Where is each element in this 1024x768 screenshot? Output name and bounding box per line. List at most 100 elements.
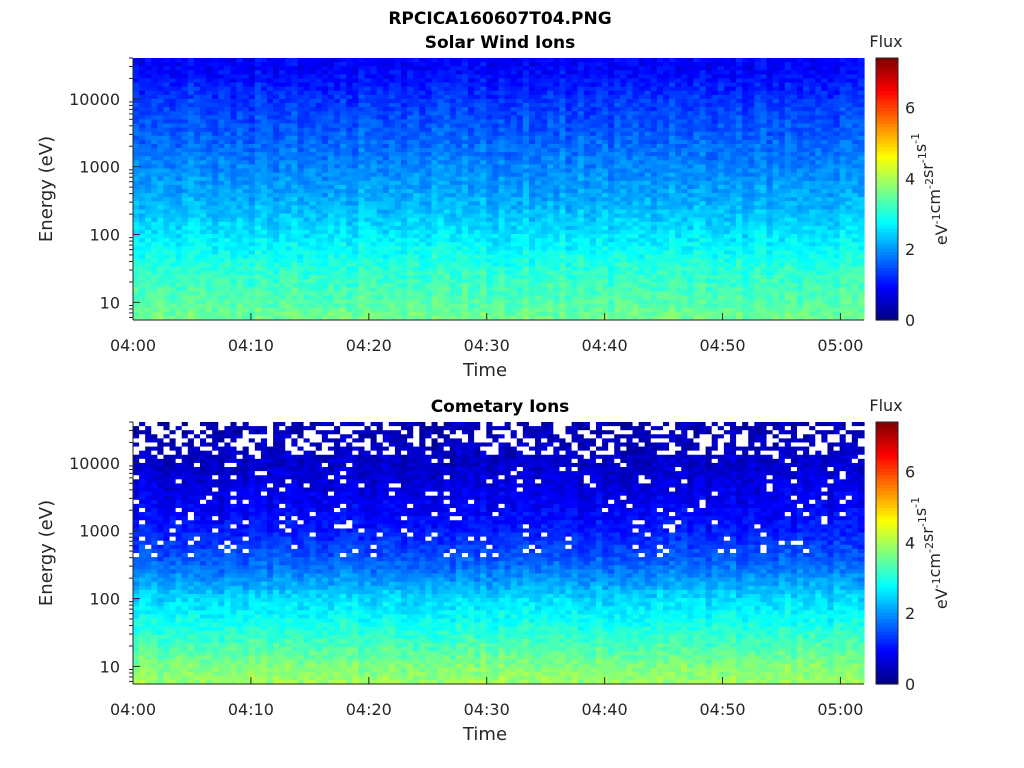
heatmap-cell <box>516 262 524 268</box>
heatmap-cell <box>230 148 238 153</box>
heatmap-cell <box>267 213 274 219</box>
heatmap-cell <box>224 189 232 194</box>
heatmap-cell <box>547 307 554 313</box>
heatmap-cell <box>419 103 426 108</box>
heatmap-cell <box>254 62 262 67</box>
heatmap-cell <box>382 168 390 174</box>
heatmap-cell <box>449 213 457 219</box>
heatmap-cell <box>407 98 414 104</box>
heatmap-cell <box>327 266 335 272</box>
heatmap-cell <box>522 74 530 80</box>
heatmap-cell <box>468 246 475 251</box>
heatmap-cell <box>224 209 232 215</box>
heatmap-cell <box>437 160 445 166</box>
heatmap-cell <box>589 287 597 292</box>
heatmap-cell <box>145 295 152 301</box>
heatmap-cell <box>139 234 146 239</box>
heatmap-cell <box>260 131 268 137</box>
heatmap-cell <box>218 135 225 141</box>
heatmap-cell <box>297 168 305 174</box>
heatmap-cell <box>273 189 280 194</box>
heatmap-cell <box>455 234 463 239</box>
heatmap-cell <box>218 58 225 63</box>
heatmap-cell <box>358 266 366 272</box>
heatmap-cell <box>370 189 378 194</box>
heatmap-cell <box>321 164 329 170</box>
heatmap-cell <box>449 291 457 297</box>
heatmap-cell <box>589 197 597 202</box>
heatmap-cell <box>437 274 445 280</box>
heatmap-cell <box>340 62 347 67</box>
heatmap-cell <box>224 86 232 92</box>
heatmap-cell <box>218 86 225 92</box>
heatmap-cell <box>449 143 457 149</box>
heatmap-cell <box>474 180 481 186</box>
heatmap-cell <box>547 152 554 157</box>
heatmap-cell <box>133 258 140 264</box>
heatmap-cell <box>553 164 561 170</box>
heatmap-cell <box>260 246 268 251</box>
heatmap-cell <box>401 213 408 219</box>
heatmap-cell <box>443 209 451 215</box>
heatmap-cell <box>169 90 177 96</box>
heatmap-cell <box>303 242 311 247</box>
heatmap-cell <box>595 143 603 149</box>
heatmap-cell <box>346 238 353 243</box>
heatmap-cell <box>498 287 506 292</box>
heatmap-cell <box>157 148 165 153</box>
heatmap-cell <box>492 152 500 157</box>
heatmap-cell <box>340 70 347 75</box>
heatmap-cell <box>425 148 433 153</box>
heatmap-cell <box>334 123 341 129</box>
heatmap-cell <box>218 156 225 161</box>
heatmap-cell <box>474 164 481 170</box>
heatmap-cell <box>602 254 609 260</box>
heatmap-cell <box>583 189 591 194</box>
heatmap-cell <box>212 221 219 227</box>
heatmap-cell <box>571 123 579 129</box>
heatmap-cell <box>559 287 567 292</box>
heatmap-cell <box>382 135 390 141</box>
heatmap-cell <box>224 131 232 137</box>
heatmap-cell <box>571 184 579 190</box>
heatmap-cell <box>169 94 177 100</box>
heatmap-cell <box>425 291 433 297</box>
heatmap-cell <box>169 180 177 186</box>
heatmap-cell <box>492 156 500 161</box>
heatmap-cell <box>437 189 445 194</box>
heatmap-cell <box>553 217 561 223</box>
heatmap-cell <box>212 111 219 116</box>
heatmap-cell <box>175 70 183 75</box>
heatmap-cell <box>267 246 274 251</box>
heatmap-cell <box>419 107 426 112</box>
heatmap-cell <box>583 246 591 251</box>
heatmap-cell <box>565 291 573 297</box>
heatmap-cell <box>589 283 597 288</box>
heatmap-cell <box>242 258 250 264</box>
heatmap-cell <box>571 180 579 186</box>
heatmap-cell <box>401 172 408 178</box>
heatmap-cell <box>407 160 414 166</box>
heatmap-cell <box>443 82 451 88</box>
heatmap-cell <box>321 291 329 297</box>
heatmap-cell <box>492 131 500 137</box>
heatmap-cell <box>516 127 524 133</box>
heatmap-cell <box>291 201 299 206</box>
heatmap-cell <box>315 164 323 170</box>
heatmap-cell <box>315 148 323 153</box>
heatmap-cell <box>565 311 573 317</box>
heatmap-cell <box>541 123 548 129</box>
heatmap-cell <box>315 270 323 276</box>
heatmap-cell <box>242 205 250 211</box>
heatmap-cell <box>571 168 579 174</box>
heatmap-cell <box>352 168 359 174</box>
heatmap-cell <box>547 103 554 108</box>
heatmap-cell <box>151 70 158 75</box>
heatmap-cell <box>474 123 481 129</box>
heatmap-cell <box>437 98 445 104</box>
heatmap-cell <box>449 74 457 80</box>
heatmap-cell <box>419 193 426 198</box>
heatmap-cell <box>340 160 347 166</box>
heatmap-cell <box>169 279 177 284</box>
heatmap-cell <box>175 123 183 129</box>
